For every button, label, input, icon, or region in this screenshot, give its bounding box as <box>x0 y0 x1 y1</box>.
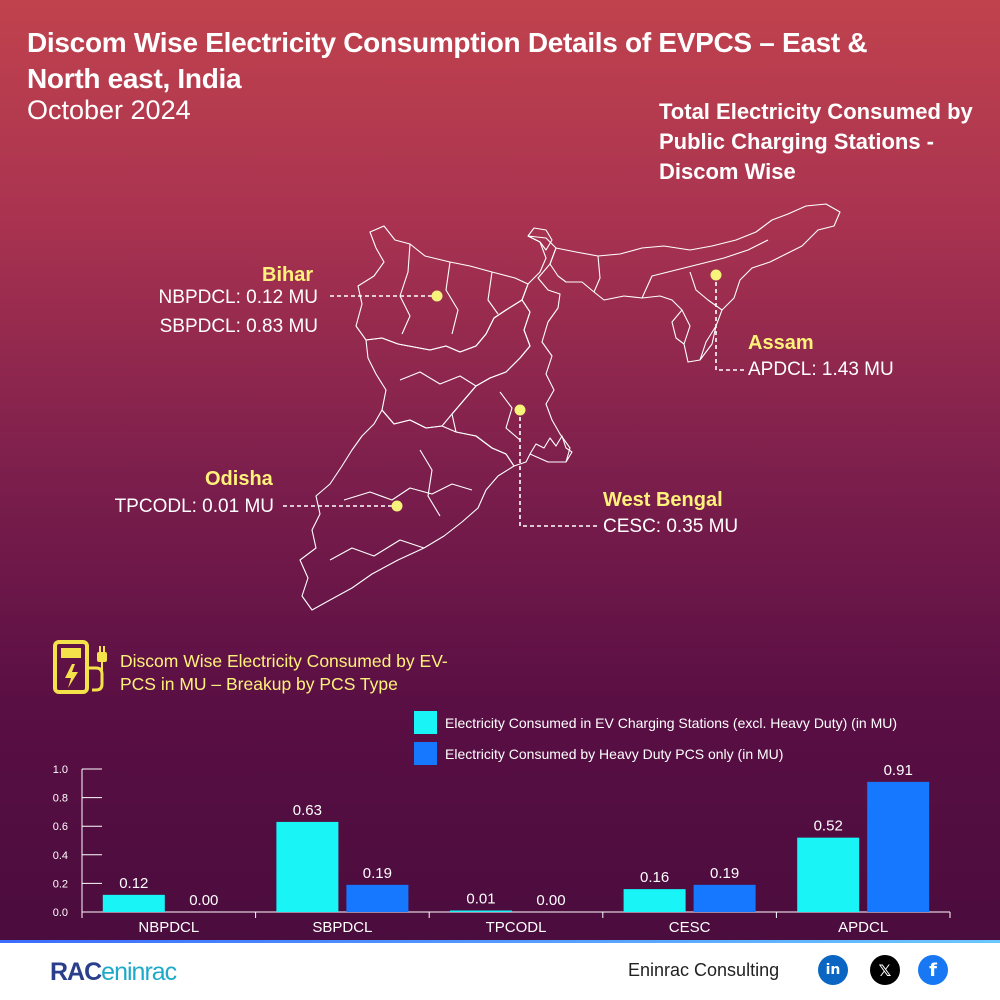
page-title: Discom Wise Electricity Consumption Deta… <box>27 27 868 94</box>
x-tick-label: SBPDCL <box>312 919 372 936</box>
data-label: 0.19 <box>710 865 739 882</box>
bar-apdcl-series-2 <box>867 781 930 912</box>
breakup-title: Discom Wise Electricity Consumed by EV-P… <box>120 651 448 694</box>
bar-apdcl-series-1 <box>797 837 860 912</box>
logo-suffix: eninrac <box>101 958 177 986</box>
discom-label-nbpdcl: NBPDCL: 0.12 MU <box>158 287 318 308</box>
y-tick-label: 0.4 <box>53 850 68 862</box>
legend-label-ev-charging: Electricity Consumed in EV Charging Stat… <box>445 714 898 731</box>
data-label: 0.19 <box>363 865 392 882</box>
company-name: Eninrac Consulting <box>628 960 780 980</box>
y-tick-label: 1.0 <box>53 764 68 776</box>
footer: RACeninrac Eninrac Consulting in 𝕏 f <box>0 943 1000 1000</box>
y-tick-label: 0.0 <box>53 907 68 919</box>
assam-marker <box>710 269 722 281</box>
discom-label-sbpdcl: SBPDCL: 0.83 MU <box>159 316 318 337</box>
legend-swatch-ev-charging <box>414 711 437 734</box>
bar-nbpdcl-series-1 <box>102 894 165 912</box>
data-label: 0.00 <box>189 892 218 909</box>
facebook-icon[interactable]: f <box>918 955 948 985</box>
west-bengal-marker <box>514 404 526 416</box>
footer-accent-line <box>0 940 1000 943</box>
bar-cesc-series-1 <box>623 889 686 912</box>
west-bengal-outline <box>451 235 571 467</box>
x-icon[interactable]: 𝕏 <box>870 955 900 985</box>
discom-label-apdcl: APDCL: 1.43 MU <box>748 359 894 380</box>
data-label: 0.12 <box>119 875 148 892</box>
data-label: 0.01 <box>466 891 495 908</box>
data-label: 0.91 <box>884 762 913 779</box>
data-label: 0.16 <box>640 869 669 886</box>
data-label: 0.52 <box>814 818 843 835</box>
map-heading: Total Electricity Consumed by Public Cha… <box>659 99 973 184</box>
page-subtitle: October 2024 <box>27 95 191 125</box>
legend-label-heavy-duty: Electricity Consumed by Heavy Duty PCS o… <box>445 745 784 762</box>
east-northeast-india-map <box>391 203 841 527</box>
x-tick-label: TPCODL <box>486 919 547 936</box>
northeast-outline <box>549 203 841 363</box>
linkedin-icon[interactable]: in <box>818 955 848 985</box>
bar-sbpdcl-series-2 <box>346 884 409 912</box>
logo-main: RAC <box>50 958 102 986</box>
sundarbans-outline <box>529 435 573 463</box>
x-tick-label: NBPDCL <box>138 919 199 936</box>
ev-charger-icon <box>53 640 107 694</box>
y-tick-label: 0.2 <box>53 878 68 890</box>
sikkim-outline <box>527 227 553 251</box>
eninrac-logo[interactable]: RACeninrac <box>50 958 177 987</box>
state-label-odisha: Odisha <box>205 468 273 490</box>
legend-item-ev-charging: Electricity Consumed in EV Charging Stat… <box>414 711 897 734</box>
x-tick-label: APDCL <box>838 919 888 936</box>
data-label: 0.63 <box>293 802 322 819</box>
bar-cesc-series-2 <box>693 884 756 912</box>
y-tick-label: 0.6 <box>53 821 68 833</box>
bar-sbpdcl-series-1 <box>276 821 339 912</box>
x-tick-label: CESC <box>669 919 711 936</box>
bihar-marker <box>431 290 443 302</box>
assam-leader-line <box>715 275 745 371</box>
discom-label-tpcodl: TPCODL: 0.01 MU <box>114 496 274 517</box>
discom-label-cesc: CESC: 0.35 MU <box>603 516 739 537</box>
legend-item-heavy-duty: Electricity Consumed by Heavy Duty PCS o… <box>414 742 783 765</box>
bar-chart: 0.0 0.2 0.4 0.6 0.8 1.0 NBPDCL 0.12 0.00 SBPDCL 0.… <box>53 762 930 936</box>
legend-swatch-heavy-duty <box>414 742 437 765</box>
data-label: 0.00 <box>536 892 565 909</box>
state-label-assam: Assam <box>748 332 814 354</box>
state-label-west-bengal: West Bengal <box>603 489 723 511</box>
odisha-marker <box>391 500 403 512</box>
y-tick-label: 0.8 <box>53 793 68 805</box>
bar-tpcodl-series-1 <box>450 910 512 912</box>
state-label-bihar: Bihar <box>262 264 314 286</box>
west-bengal-leader-line <box>519 410 600 527</box>
